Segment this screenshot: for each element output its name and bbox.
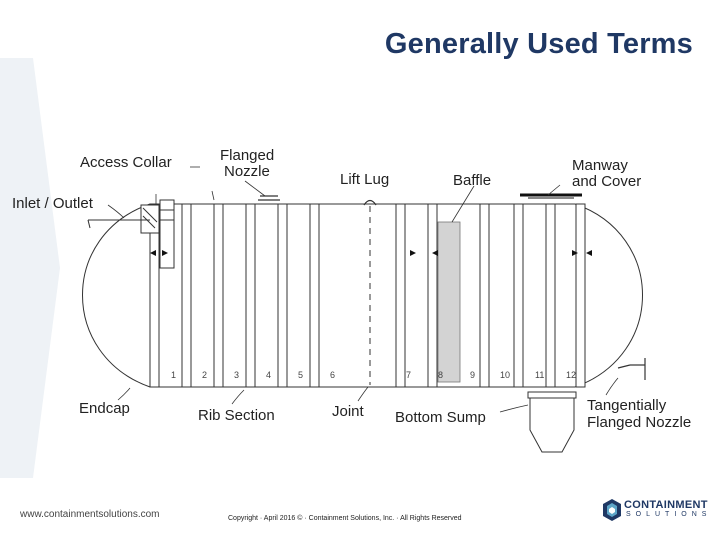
bottom-sump-flange bbox=[527, 391, 577, 399]
rib bbox=[513, 203, 524, 388]
baffle-label: Baffle bbox=[453, 172, 491, 189]
logo-name: CONTAINMENT bbox=[624, 499, 708, 511]
rib-number: 6 bbox=[330, 370, 335, 380]
joint-label: Joint bbox=[332, 403, 365, 420]
rib-number: 2 bbox=[202, 370, 207, 380]
company-logo: CONTAINMENT SOLUTIONS bbox=[602, 498, 710, 524]
lift-lug bbox=[363, 199, 377, 206]
rib bbox=[395, 203, 406, 388]
rib bbox=[277, 203, 288, 388]
lift-lug-label: Lift Lug bbox=[340, 171, 389, 188]
access-collar bbox=[140, 204, 160, 234]
tank-right-endcap bbox=[574, 203, 643, 388]
logo-sub: SOLUTIONS bbox=[626, 511, 712, 518]
rib bbox=[575, 203, 586, 388]
rib bbox=[427, 203, 438, 388]
footer-url[interactable]: www.containmentsolutions.com bbox=[20, 509, 160, 520]
inlet-outlet-label: Inlet / Outlet bbox=[12, 195, 94, 212]
rib bbox=[479, 203, 490, 388]
rib-number: 8 bbox=[438, 370, 443, 380]
rib-number: 9 bbox=[470, 370, 475, 380]
flanged-nozzle-label-line1: Flanged bbox=[220, 147, 274, 164]
rib bbox=[149, 203, 160, 388]
rib bbox=[213, 203, 224, 388]
rib-number: 1 bbox=[171, 370, 176, 380]
rib-number: 12 bbox=[566, 370, 576, 380]
access-collar-label: Access Collar bbox=[80, 154, 172, 171]
footer-copyright: Copyright · April 2016 © · Containment S… bbox=[228, 515, 462, 522]
bottom-sump-label: Bottom Sump bbox=[395, 409, 486, 426]
rib-number: 11 bbox=[535, 370, 544, 380]
rib-number: 3 bbox=[234, 370, 239, 380]
manway-label-line1: Manway bbox=[572, 157, 628, 174]
logo-mark-icon bbox=[603, 499, 621, 521]
tank-left-endcap bbox=[82, 203, 151, 388]
rib bbox=[545, 203, 556, 388]
rib-number: 10 bbox=[500, 370, 510, 380]
flanged-nozzle-label-line2: Nozzle bbox=[224, 163, 270, 180]
baffle-plate bbox=[437, 221, 461, 383]
rib bbox=[181, 203, 192, 388]
rib-number: 7 bbox=[406, 370, 411, 380]
rib-number: 4 bbox=[266, 370, 271, 380]
rib-section-label: Rib Section bbox=[198, 407, 275, 424]
rib bbox=[245, 203, 256, 388]
tangential-label-line1: Tangentially bbox=[587, 397, 667, 414]
endcap-label: Endcap bbox=[79, 400, 130, 417]
manway-label-line2: and Cover bbox=[572, 173, 641, 190]
rib-number: 5 bbox=[298, 370, 303, 380]
page-title: Generally Used Terms bbox=[384, 28, 693, 60]
tangential-label-line2: Flanged Nozzle bbox=[587, 414, 691, 431]
rib bbox=[309, 203, 320, 388]
bottom-sump-body bbox=[529, 397, 575, 453]
